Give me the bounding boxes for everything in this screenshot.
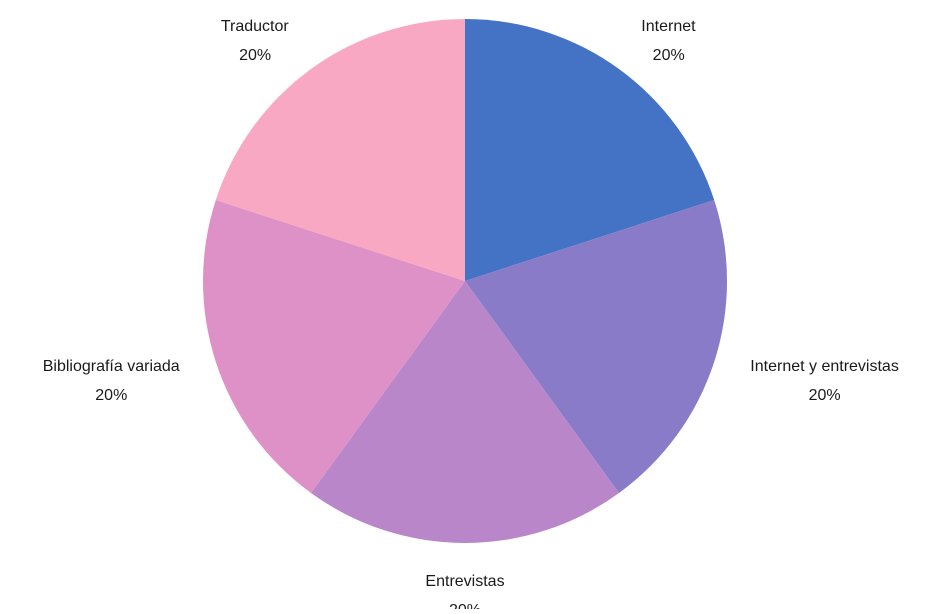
pie-label-category: Bibliografía variada (43, 358, 180, 375)
pie-label-traductor: Traductor 20% (221, 18, 290, 64)
pie-slice-internet (465, 19, 715, 281)
pie-label-bibliografia-variada: Bibliografía variada 20% (43, 358, 180, 404)
pie-label-category: Traductor (221, 18, 290, 35)
pie-slice-internet-y-entrevistas (465, 200, 728, 493)
pie-label-value: 20% (653, 47, 685, 64)
pie-label-value: 20% (809, 387, 841, 404)
pie-label-value: 20% (239, 47, 271, 64)
pie-label-category: Internet (641, 18, 696, 35)
pie-slice-bibliografia-variada (202, 200, 465, 493)
pie-label-value: 20% (449, 602, 481, 609)
pie-label-value: 20% (95, 387, 127, 404)
pie-slices (202, 19, 728, 543)
pie-slice-traductor (215, 19, 465, 281)
pie-label-category: Internet y entrevistas (750, 358, 899, 375)
pie-label-internet-y-entrevistas: Internet y entrevistas 20% (750, 358, 899, 404)
pie-label-category: Entrevistas (425, 573, 504, 590)
pie-slice-entrevistas (311, 281, 619, 543)
pie-label-entrevistas: Entrevistas 20% (425, 573, 504, 614)
pie-label-internet: Internet 20% (641, 18, 696, 64)
